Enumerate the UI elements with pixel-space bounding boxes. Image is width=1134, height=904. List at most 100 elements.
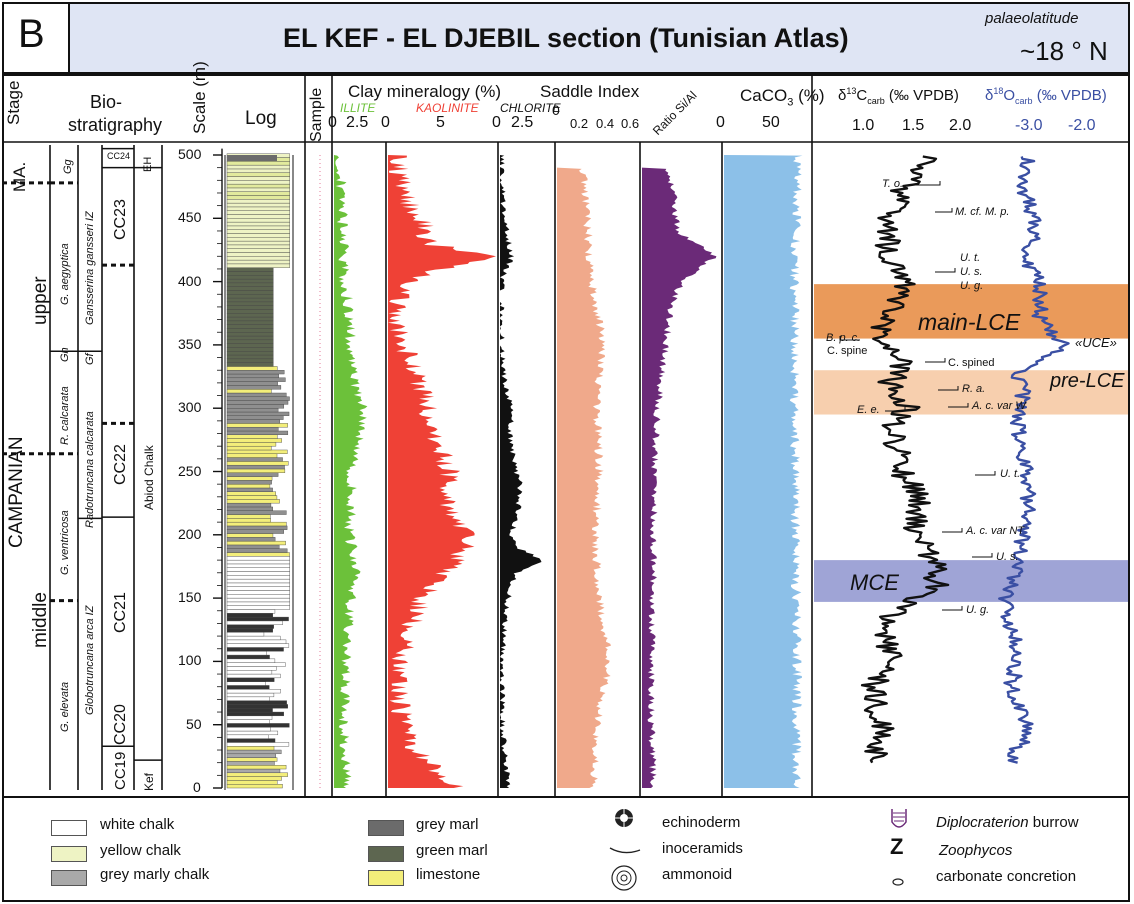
log-bed — [226, 377, 286, 382]
zone-eh: EH — [142, 156, 154, 172]
log-bed — [226, 476, 273, 481]
log-bed — [226, 324, 274, 329]
log-bed — [226, 267, 274, 272]
series-area-chlorite — [500, 155, 542, 788]
log-bed — [226, 753, 277, 758]
log-bed — [226, 392, 287, 398]
log-bed — [226, 400, 289, 405]
log-bed — [226, 586, 290, 591]
caco3-tick-0: 0 — [716, 114, 725, 131]
stage-upper: upper — [30, 276, 51, 325]
log-bed — [226, 559, 290, 565]
d13c-tick-2: 2.0 — [949, 117, 972, 134]
log-bed — [226, 354, 274, 360]
scale-tick-label: 350 — [178, 335, 202, 352]
log-bed — [226, 689, 281, 694]
marker-leader — [942, 528, 963, 533]
log-bed — [226, 461, 289, 466]
log-bed — [226, 487, 273, 492]
illite-header: ILLITE — [340, 101, 376, 115]
log-bed — [226, 575, 290, 580]
log-bed — [226, 666, 277, 671]
chlorite-tick-1: 2.5 — [511, 114, 534, 131]
d13c-curve — [860, 155, 950, 764]
log-bed — [226, 480, 272, 485]
log-bed — [226, 514, 271, 519]
log-bed — [226, 320, 274, 325]
log-bed — [226, 168, 290, 173]
log-bed — [226, 233, 290, 238]
palaeolatitude-label: palaeolatitude — [985, 10, 1079, 27]
zone-r-calcarata: R. calcarata — [59, 386, 71, 445]
d13c-tick-0: 1.0 — [852, 117, 875, 134]
log-bed — [226, 445, 272, 451]
marker-ut-1: U. t. — [960, 252, 981, 264]
log-bed — [226, 464, 285, 470]
log-bed — [226, 662, 286, 667]
log-bed — [226, 711, 284, 717]
log-bed — [226, 195, 290, 200]
log-bed — [226, 518, 271, 523]
log-bed — [226, 483, 271, 489]
log-bed — [226, 453, 278, 458]
stage-campanian: CAMPANIAN — [6, 436, 27, 548]
marker-leader — [938, 386, 959, 391]
log-bed — [226, 385, 282, 390]
log-bed — [226, 708, 273, 713]
zone-globotruncana: Globotruncana arca IZ — [84, 605, 96, 715]
zone-cc24: CC24 — [107, 151, 131, 161]
marker-acvarnt: A. c. var NT — [966, 525, 1025, 537]
log-bed — [226, 628, 273, 633]
log-bed — [226, 339, 274, 344]
log-bed — [226, 749, 282, 755]
log-bed — [226, 719, 270, 724]
biostrat-header-2: stratigraphy — [68, 115, 163, 135]
log-bed — [226, 404, 285, 409]
log-bed — [226, 552, 290, 557]
log-bed — [226, 537, 276, 542]
saddle-tick-3: 0.6 — [621, 116, 640, 131]
legend-swatch-white-chalk — [51, 820, 87, 836]
log-bed — [226, 658, 276, 663]
log-bed — [226, 605, 290, 610]
log-bed — [226, 347, 274, 352]
event-main-lce: main-LCE — [918, 309, 1021, 335]
log-bed — [226, 506, 273, 511]
log-bed — [226, 332, 274, 337]
log-bed — [226, 240, 290, 246]
panel-letter: B — [18, 12, 45, 56]
log-bed — [226, 316, 274, 322]
d18o-curve — [998, 156, 1070, 764]
log-bed — [226, 225, 290, 230]
log-bed — [226, 582, 290, 587]
stage-middle: middle — [30, 592, 51, 648]
log-bed — [226, 578, 290, 584]
log-bed — [226, 768, 281, 774]
zone-cc23: CC23 — [112, 199, 129, 240]
log-bed — [226, 286, 274, 291]
log-bed — [226, 654, 270, 660]
log-bed — [226, 191, 290, 196]
log-bed — [226, 704, 288, 709]
marker-to: T. o. — [882, 178, 903, 190]
scale-tick-label: 150 — [178, 589, 202, 606]
d18o-tick-1: -2.0 — [1068, 117, 1096, 134]
log-bed — [226, 544, 280, 549]
scale-tick-label: 250 — [178, 462, 202, 479]
scale-tick-label: 200 — [178, 525, 202, 542]
legend-grey-marly-chalk: grey marly chalk — [100, 866, 210, 883]
log-bed — [226, 673, 281, 679]
log-bed — [226, 670, 273, 675]
marker-leader — [975, 471, 996, 476]
log-bed — [226, 172, 290, 177]
stage-ma: MA. — [10, 161, 29, 192]
main-panel-frame — [2, 74, 1130, 798]
log-bed — [226, 305, 274, 310]
log-bed — [226, 616, 289, 622]
log-bed — [226, 313, 274, 318]
legend-swatch-green-marl — [368, 846, 404, 862]
panel-letter-box — [2, 2, 70, 74]
clay-header: Clay mineralogy (%) — [348, 82, 502, 101]
log-bed — [226, 529, 284, 534]
log-bed — [226, 438, 282, 443]
